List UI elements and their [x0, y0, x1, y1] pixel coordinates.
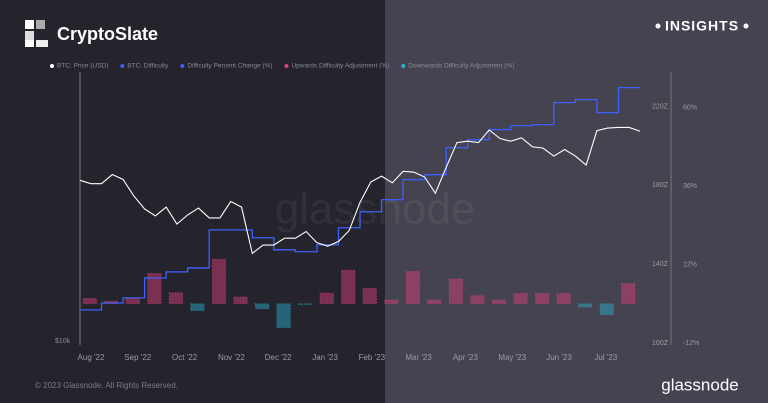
- bar: [470, 295, 485, 305]
- x-tick-label: Oct '22: [172, 353, 198, 362]
- legend-label: BTC: Difficulty: [127, 63, 169, 70]
- y3-tick-label: -12%: [683, 340, 699, 347]
- x-tick-label: Mar '23: [405, 353, 432, 362]
- bar: [513, 292, 528, 305]
- legend-dot: [284, 64, 289, 68]
- x-tick-label: Nov '22: [218, 353, 245, 362]
- bar: [427, 299, 442, 305]
- footer: © 2023 Glassnode. All Rights Reserved.: [35, 381, 178, 390]
- footer-logo: glassnode: [661, 375, 739, 394]
- y2-tick-label: 140Z: [652, 261, 669, 268]
- x-tick-label: Feb '23: [359, 353, 386, 362]
- y2-tick-label: 100Z: [652, 340, 669, 347]
- bar: [599, 303, 614, 315]
- legend-label: Difficulty Percent Change (%): [187, 63, 272, 70]
- bar: [491, 299, 507, 305]
- brand: CryptoSlate: [57, 24, 158, 44]
- bar: [276, 303, 291, 329]
- watermark: glassnode: [275, 185, 476, 234]
- bar: [168, 292, 184, 305]
- bar: [405, 271, 421, 305]
- bar: [577, 303, 593, 308]
- bar: [190, 303, 205, 312]
- x-tick-label: Aug '22: [78, 353, 105, 362]
- bar: [384, 299, 399, 305]
- difficulty-line: [80, 86, 640, 311]
- badge-dot: [743, 23, 749, 29]
- bar: [125, 297, 141, 305]
- bar: [233, 296, 248, 305]
- x-tick-label: Jan '23: [312, 353, 338, 362]
- legend-dot: [50, 64, 54, 68]
- bar: [621, 283, 636, 305]
- legend-dot: [120, 64, 125, 68]
- x-tick-label: Sep '22: [124, 353, 151, 362]
- legend-label: Downwards Difficulty Adjustment (%): [408, 63, 514, 70]
- bar: [341, 269, 356, 305]
- legend-dot: [401, 64, 406, 68]
- bar: [362, 288, 377, 305]
- x-tick-label: Dec '22: [265, 353, 292, 362]
- y3-tick-label: 60%: [683, 105, 697, 112]
- y3-tick-label: 36%: [683, 183, 697, 190]
- bar: [448, 278, 464, 305]
- bar: [556, 292, 571, 305]
- badge-dot: [655, 23, 661, 29]
- bar: [534, 292, 550, 305]
- y-tick-label: $10k: [55, 338, 71, 345]
- y3-tick-label: 12%: [683, 261, 697, 268]
- logo-mark: [25, 20, 48, 47]
- bar: [297, 303, 313, 305]
- bar: [254, 303, 270, 310]
- bar: [319, 292, 334, 305]
- badge: INSIGHTS: [665, 18, 739, 34]
- x-tick-label: Jul '23: [594, 353, 617, 362]
- legend-label: Upwards Difficulty Adjustment (%): [291, 63, 389, 70]
- x-tick-label: Apr '23: [453, 353, 479, 362]
- bar: [147, 272, 162, 305]
- y2-tick-label: 220Z: [652, 103, 669, 110]
- legend-label: BTC: Price (USD): [57, 63, 108, 70]
- price-line: [79, 126, 641, 255]
- x-tick-label: Jun '23: [546, 353, 572, 362]
- right-panel: [385, 0, 768, 403]
- bar: [211, 258, 227, 305]
- bar: [82, 297, 97, 305]
- legend: BTC: Price (USD) BTC: Difficulty Difficult…: [50, 63, 514, 70]
- left-panel: [0, 0, 385, 403]
- x-tick-label: May '23: [498, 353, 526, 362]
- legend-dot: [180, 64, 185, 68]
- y2-tick-label: 180Z: [652, 182, 669, 189]
